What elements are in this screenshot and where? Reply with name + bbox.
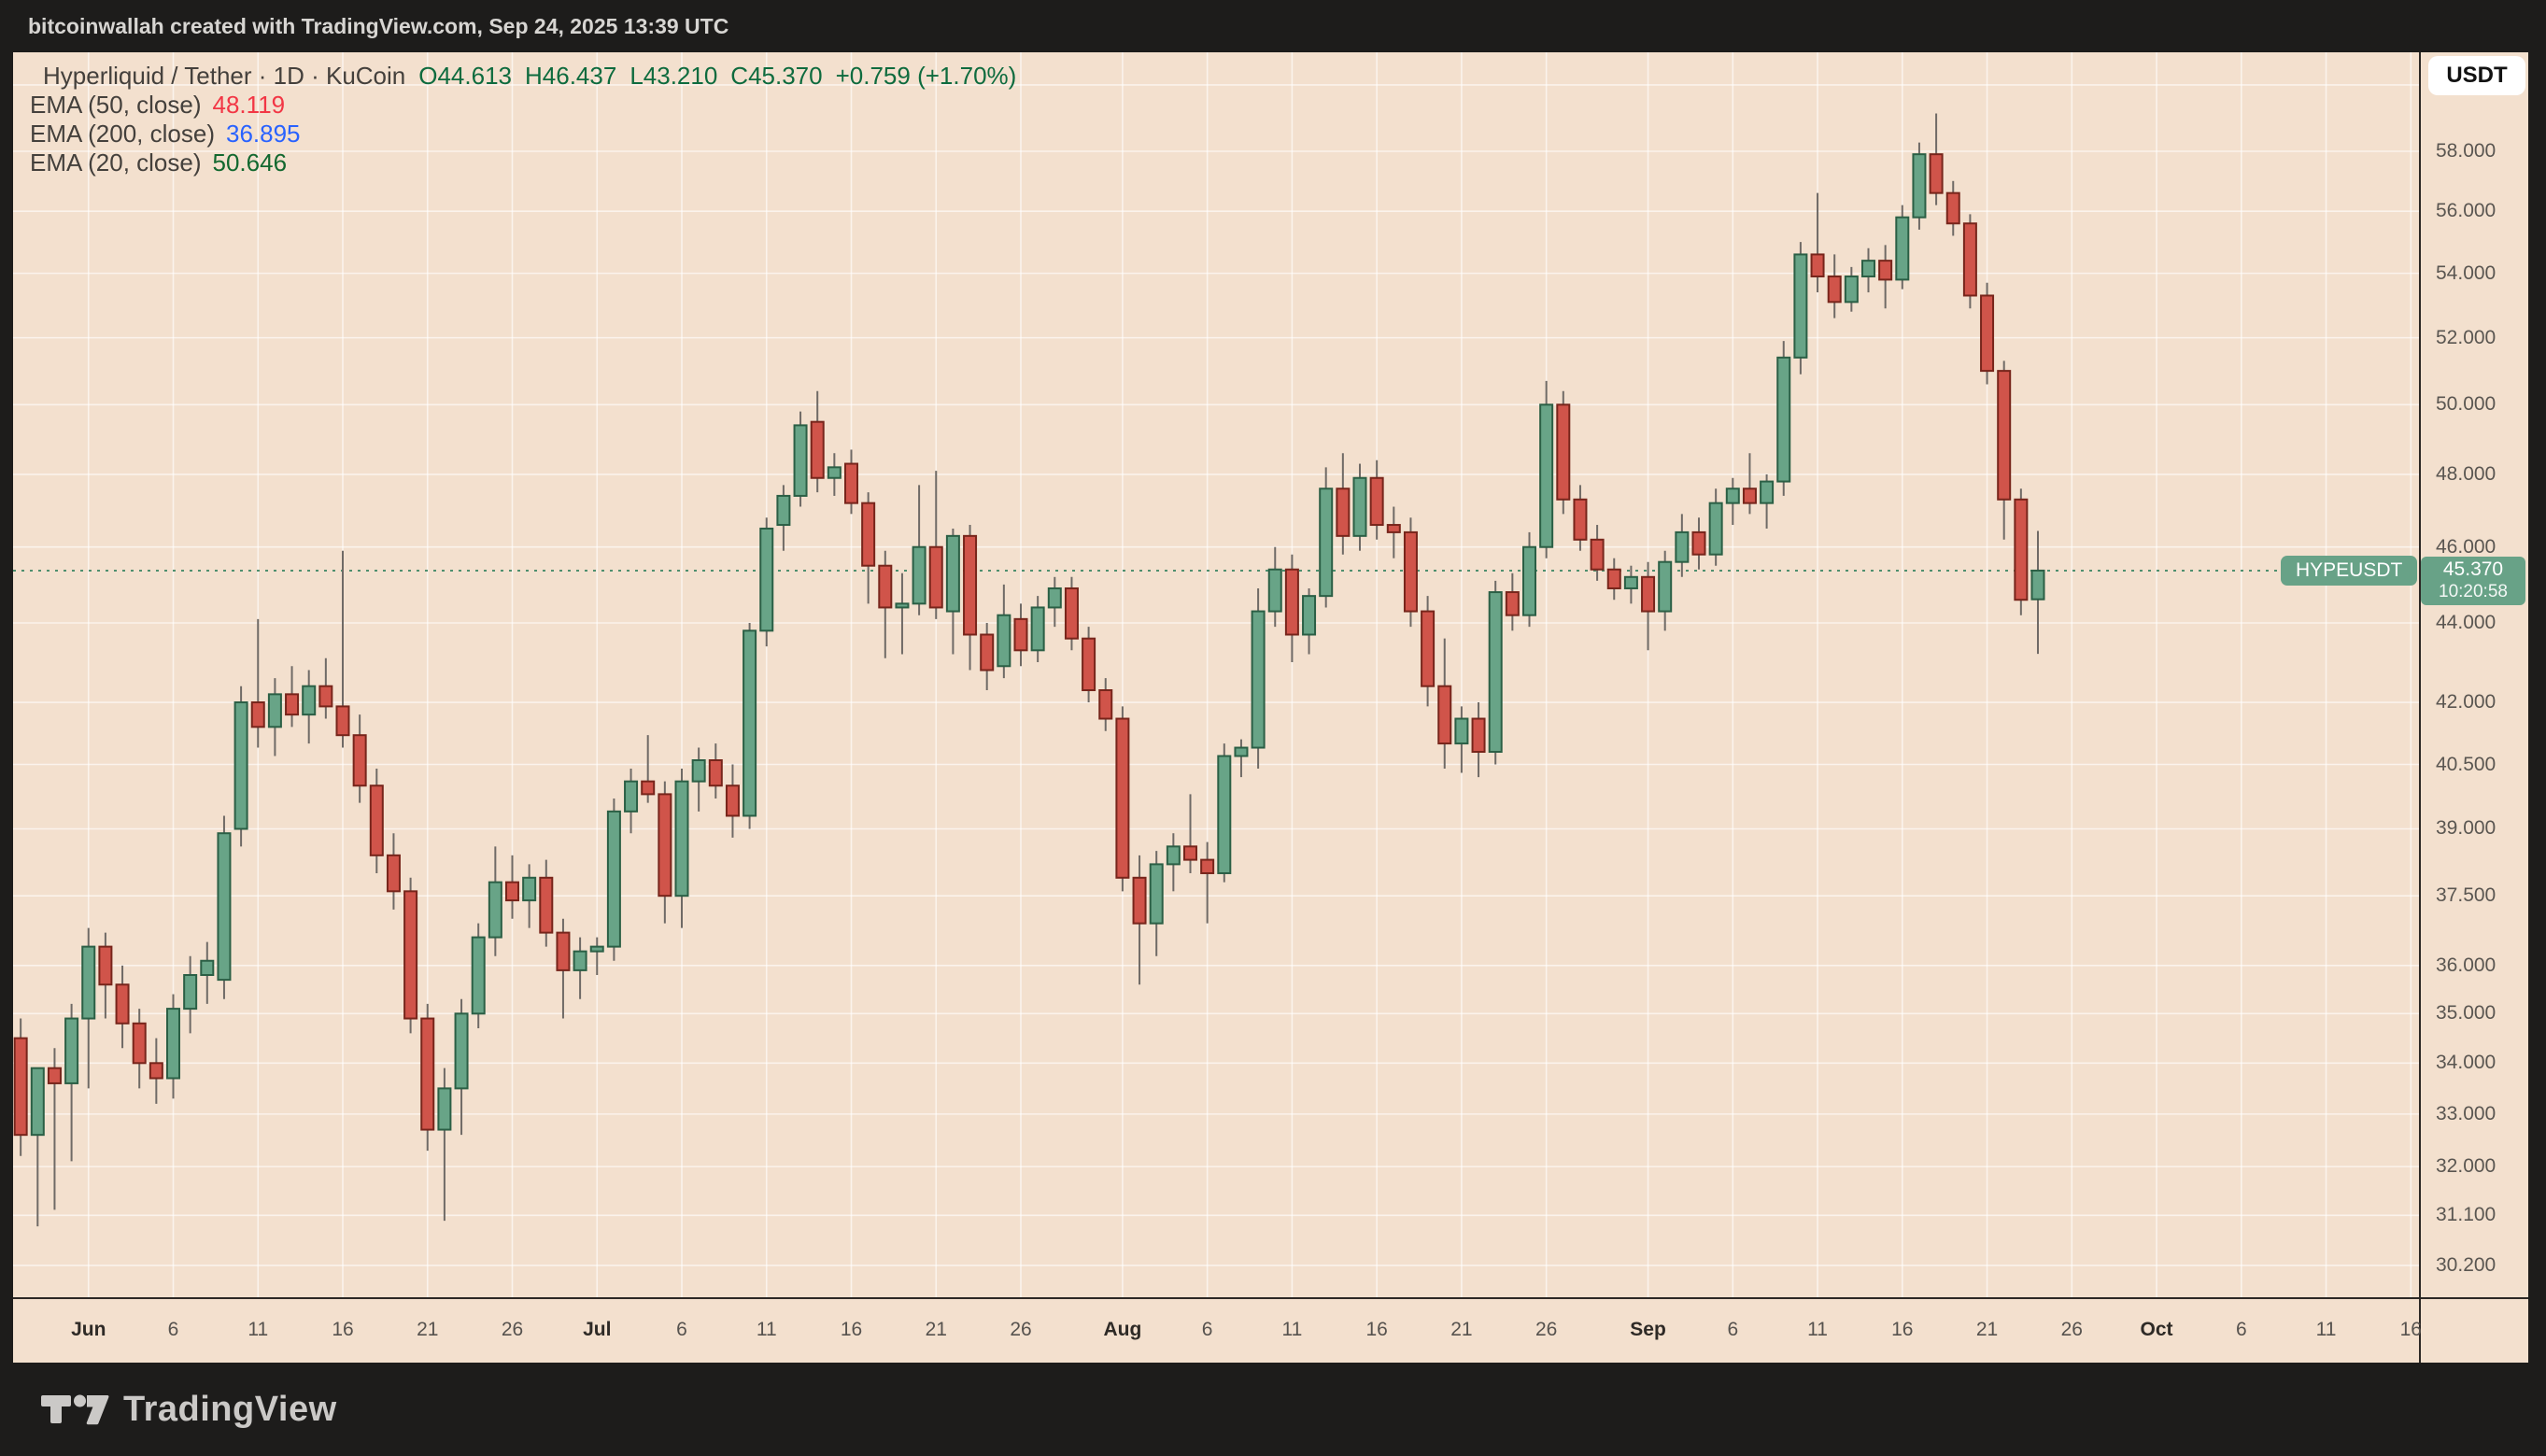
time-tick-label: 21 [925,1319,947,1340]
indicator-row[interactable]: EMA (50, close) 48.119 [30,91,1016,120]
time-tick-label: 11 [2315,1319,2337,1340]
time-tick-label: 6 [1727,1319,1739,1340]
indicator-value: 48.119 [212,91,286,119]
indicator-label: EMA (20, close) [30,148,202,177]
time-tick-label: 11 [248,1319,269,1340]
candlestick-chart[interactable] [13,52,2419,1297]
time-tick-label: Jul [583,1319,612,1340]
time-tick-label: Aug [1103,1319,1142,1340]
indicator-rows: EMA (50, close) 48.119 EMA (200, close) 36.… [30,91,1016,177]
time-axis-border [13,1297,2528,1299]
last-price-symbol-label: HYPEUSDT [2281,555,2418,586]
price-tick-label: 32.000 [2436,1155,2496,1178]
time-tick-label: Sep [1630,1319,1666,1340]
time-tick-label: 6 [167,1319,179,1340]
price-tick-label: 31.100 [2436,1204,2496,1226]
indicator-label: EMA (50, close) [30,91,202,119]
time-tick-label: 6 [676,1319,687,1340]
tradingview-logo-text: TradingView [123,1389,337,1429]
footer-bar: TradingView [0,1363,2546,1456]
time-tick-label: 6 [2235,1319,2247,1340]
price-tick-label: 42.000 [2436,691,2496,714]
time-tick-label: 26 [1535,1319,1558,1340]
price-tick-label: 46.000 [2436,535,2496,558]
time-tick-label: 6 [1201,1319,1213,1340]
price-tick-label: 54.000 [2436,262,2496,284]
price-tick-label: 39.000 [2436,817,2496,840]
currency-label: USDT [2446,63,2508,88]
currency-toggle-button[interactable]: USDT [2428,56,2525,95]
price-tick-label: 35.000 [2436,1002,2496,1025]
price-tick-label: 34.000 [2436,1052,2496,1074]
chart-legend: Hyperliquid / Tether · 1D · KuCoin O44.61… [30,62,1016,177]
time-tick-label: 21 [417,1319,439,1340]
price-tick-label: 50.000 [2436,393,2496,416]
tradingview-logo[interactable]: TradingView [41,1390,337,1430]
price-tick-label: 48.000 [2436,462,2496,485]
price-tick-label: 56.000 [2436,200,2496,222]
symbol-label: HYPEUSDT [2296,558,2403,581]
price-tick-label: 52.000 [2436,326,2496,348]
indicator-value: 50.646 [212,148,288,177]
attribution-bar: bitcoinwallah created with TradingView.c… [0,0,2546,52]
symbol-ohlc-row[interactable]: Hyperliquid / Tether · 1D · KuCoin O44.61… [30,62,1016,91]
time-tick-label: 16 [1891,1319,1914,1340]
time-tick-label: 16 [332,1319,354,1340]
time-tick-label: 21 [1450,1319,1473,1340]
indicator-row[interactable]: EMA (200, close) 36.895 [30,120,1016,148]
indicator-value: 36.895 [225,120,301,148]
time-tick-label: 11 [756,1319,777,1340]
last-price-value: 45.370 [2442,558,2504,580]
time-tick-label: 11 [1807,1319,1828,1340]
attribution-text: bitcoinwallah created with TradingView.c… [28,14,729,38]
chart-background [13,52,2528,1363]
indicator-label: EMA (200, close) [30,120,215,148]
time-tick-label: 16 [2399,1319,2422,1340]
ohlc-high: H46.437 [525,62,617,90]
symbol-title: Hyperliquid / Tether · 1D · KuCoin [43,62,406,90]
time-tick-label: 26 [1010,1319,1032,1340]
time-tick-label: 16 [840,1319,863,1340]
price-axis-border [2419,52,2421,1363]
time-tick-label: 11 [1281,1319,1303,1340]
ohlc-change: +0.759 (+1.70%) [835,62,1017,90]
ohlc-close: C45.370 [730,62,823,90]
price-tick-label: 30.200 [2436,1253,2496,1276]
bar-countdown: 10:20:58 [2439,581,2508,601]
time-tick-label: Oct [2140,1319,2173,1340]
price-tick-label: 40.500 [2436,753,2496,775]
price-tick-label: 36.000 [2436,954,2496,976]
indicator-row[interactable]: EMA (20, close) 50.646 [30,148,1016,177]
price-tick-label: 58.000 [2436,140,2496,162]
ohlc-low: L43.210 [629,62,718,90]
price-tick-label: 33.000 [2436,1102,2496,1124]
ohlc-open: O44.613 [418,62,512,90]
price-tick-label: 37.500 [2436,884,2496,907]
time-tick-label: 26 [501,1319,524,1340]
last-price-label: 45.370 10:20:58 [2421,556,2525,605]
time-tick-label: 21 [1975,1319,1999,1340]
time-tick-label: 16 [1365,1319,1388,1340]
time-tick-label: Jun [71,1319,106,1340]
price-tick-label: 44.000 [2436,611,2496,633]
time-tick-label: 26 [2060,1319,2083,1340]
tradingview-logo-icon [41,1394,109,1425]
